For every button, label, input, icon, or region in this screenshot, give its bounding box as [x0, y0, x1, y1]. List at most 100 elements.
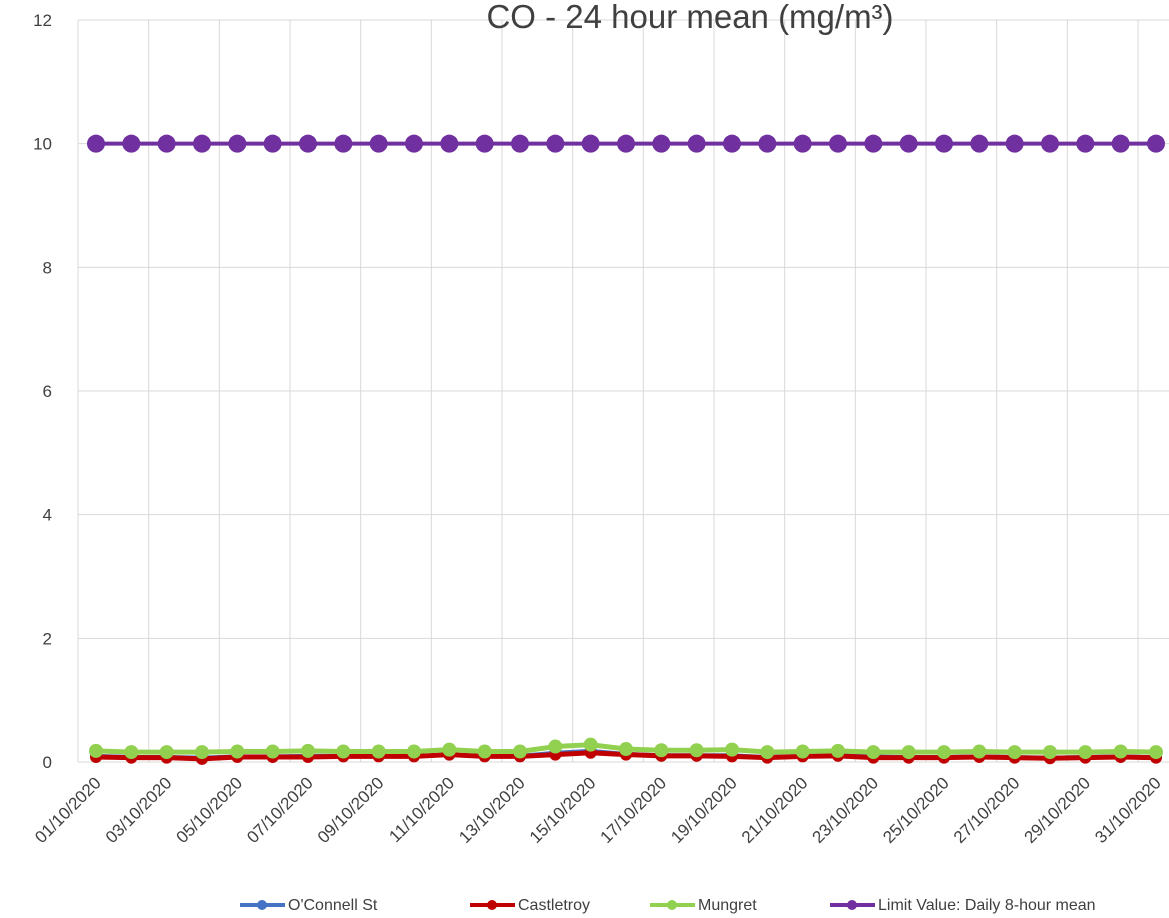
x-tick-label: 21/10/2020: [738, 773, 812, 847]
data-point: [1041, 134, 1059, 153]
data-point: [758, 134, 777, 153]
legend-label: Limit Value: Daily 8-hour mean: [878, 897, 1096, 914]
x-tick-label: 27/10/2020: [950, 773, 1024, 847]
data-point: [652, 134, 671, 153]
y-tick-label: 6: [43, 382, 52, 401]
x-tick-label: 11/10/2020: [385, 773, 458, 846]
y-axis-ticks: 0 2 4 6 8 10 12: [33, 11, 52, 772]
y-tick-label: 0: [43, 753, 52, 772]
series-layer: [87, 134, 1165, 765]
series-2: [89, 737, 1163, 760]
data-point: [1043, 745, 1057, 760]
legend-label: Castletroy: [518, 897, 590, 914]
data-point: [1113, 744, 1128, 759]
x-tick-label: 15/10/2020: [526, 773, 600, 847]
data-point: [687, 134, 706, 153]
data-point: [1007, 745, 1022, 760]
x-tick-label: 03/10/2020: [102, 773, 176, 847]
data-point: [899, 134, 918, 153]
x-tick-label: 31/10/2020: [1091, 773, 1165, 847]
data-point: [263, 134, 282, 153]
data-point: [829, 134, 847, 153]
data-point: [407, 744, 421, 759]
data-point: [193, 134, 211, 153]
data-point: [511, 134, 529, 153]
data-point: [793, 134, 812, 153]
data-point: [689, 743, 704, 758]
x-tick-label: 13/10/2020: [455, 773, 529, 847]
data-point: [972, 744, 987, 759]
data-point: [548, 739, 563, 754]
legend-label: Mungret: [698, 897, 757, 914]
data-point: [831, 743, 845, 758]
data-point: [546, 134, 565, 153]
data-point: [970, 134, 989, 153]
data-point: [866, 745, 881, 760]
data-point: [864, 134, 883, 153]
legend-swatch-marker: [847, 900, 857, 910]
data-point: [87, 134, 105, 153]
x-axis-ticks: 01/10/202003/10/202005/10/202007/10/2020…: [31, 773, 1165, 847]
data-point: [619, 742, 633, 757]
data-point: [442, 742, 457, 757]
x-tick-label: 23/10/2020: [809, 773, 883, 847]
x-tick-label: 29/10/2020: [1021, 773, 1095, 847]
y-tick-label: 2: [43, 629, 52, 648]
data-point: [725, 742, 739, 757]
data-point: [157, 134, 176, 153]
x-tick-label: 01/10/2020: [31, 773, 105, 847]
data-point: [937, 745, 951, 760]
data-point: [581, 134, 600, 153]
data-point: [477, 744, 492, 759]
data-point: [513, 744, 527, 759]
x-tick-label: 05/10/2020: [173, 773, 247, 847]
data-point: [299, 134, 317, 153]
data-point: [475, 134, 494, 153]
data-point: [1147, 134, 1165, 153]
y-tick-label: 10: [33, 135, 52, 154]
chart-title: CO - 24 hour mean (mg/m³): [486, 0, 893, 35]
data-point: [371, 744, 386, 759]
data-point: [617, 134, 635, 153]
x-tick-label: 19/10/2020: [667, 773, 741, 847]
data-point: [230, 744, 245, 759]
data-point: [1111, 134, 1130, 153]
data-point: [369, 134, 388, 153]
data-point: [760, 745, 775, 760]
legend-swatch-marker: [257, 900, 267, 910]
x-tick-label: 07/10/2020: [243, 773, 317, 847]
y-tick-label: 8: [43, 258, 52, 277]
data-point: [405, 134, 423, 153]
data-point: [1078, 745, 1093, 760]
data-point: [334, 134, 353, 153]
data-point: [89, 743, 103, 758]
legend: O'Connell St Castletroy Mungret Limit Value…: [240, 897, 1096, 914]
series-3: [87, 134, 1165, 153]
data-point: [1076, 134, 1095, 153]
x-tick-label: 09/10/2020: [314, 773, 388, 847]
data-point: [195, 745, 209, 760]
data-point: [935, 134, 953, 153]
x-tick-label: 25/10/2020: [879, 773, 953, 847]
data-point: [301, 743, 315, 758]
data-point: [440, 134, 459, 153]
data-point: [159, 745, 174, 760]
legend-label: O'Connell St: [288, 897, 378, 914]
data-point: [901, 745, 916, 760]
legend-swatch-marker: [667, 900, 677, 910]
data-point: [122, 134, 141, 153]
data-point: [228, 134, 247, 153]
data-point: [1005, 134, 1024, 153]
y-tick-label: 4: [43, 506, 52, 525]
data-point: [583, 737, 598, 752]
data-point: [124, 745, 139, 760]
data-point: [723, 134, 741, 153]
x-tick-label: 17/10/2020: [597, 773, 671, 847]
data-point: [336, 744, 351, 759]
gridlines: [77, 19, 1169, 763]
data-point: [795, 744, 810, 759]
data-point: [1149, 745, 1163, 760]
data-point: [654, 743, 669, 758]
